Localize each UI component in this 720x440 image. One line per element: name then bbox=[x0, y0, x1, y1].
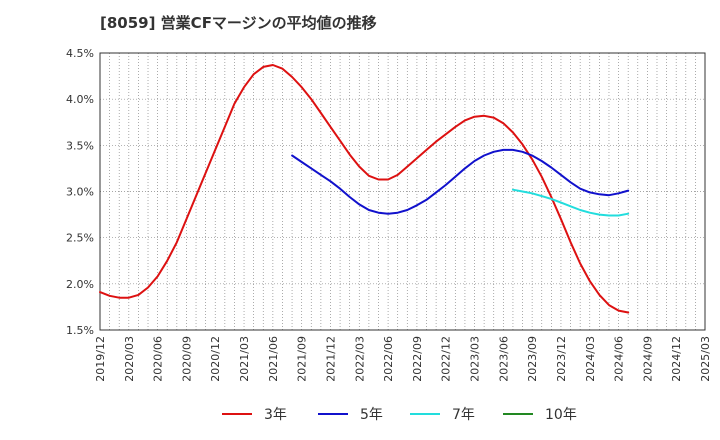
x-tick-label: 2020/03 bbox=[123, 336, 136, 382]
x-tick-label: 2021/12 bbox=[324, 336, 337, 382]
x-tick-label: 2024/09 bbox=[641, 336, 654, 382]
legend-label: 5年 bbox=[360, 407, 383, 423]
series-line-7年 bbox=[511, 188, 630, 217]
y-tick-label: 3.5% bbox=[66, 139, 94, 152]
series-lines bbox=[99, 64, 630, 314]
x-tick-label: 2023/09 bbox=[526, 336, 539, 382]
x-tick-label: 2021/03 bbox=[238, 336, 251, 382]
legend-label: 10年 bbox=[545, 407, 577, 423]
y-axis-ticks: 4.5% 4.0% 3.5% 3.0% 2.5% 2.0% 1.5% bbox=[66, 47, 94, 337]
plot-frame bbox=[99, 52, 706, 331]
x-tick-label: 2023/12 bbox=[555, 336, 568, 382]
y-tick-label: 4.0% bbox=[66, 93, 94, 106]
x-tick-label: 2020/12 bbox=[209, 336, 222, 382]
chart-title: [8059] 営業CFマージンの平均値の推移 bbox=[100, 14, 377, 32]
x-tick-label: 2022/06 bbox=[382, 336, 395, 382]
series-line-5年 bbox=[291, 148, 630, 215]
y-tick-label: 1.5% bbox=[66, 324, 94, 337]
x-tick-label: 2021/09 bbox=[296, 336, 309, 382]
x-tick-label: 2020/06 bbox=[152, 336, 165, 382]
x-tick-label: 2022/12 bbox=[440, 336, 453, 382]
legend: 3年 5年 7年 10年 bbox=[222, 407, 577, 423]
y-tick-label: 3.0% bbox=[66, 186, 94, 199]
x-tick-label: 2020/09 bbox=[180, 336, 193, 382]
grid bbox=[100, 53, 705, 330]
x-tick-label: 2024/06 bbox=[613, 336, 626, 382]
x-tick-label: 2021/06 bbox=[267, 336, 280, 382]
x-tick-label: 2025/03 bbox=[699, 336, 712, 382]
legend-label: 3年 bbox=[264, 407, 287, 423]
x-tick-label: 2022/03 bbox=[353, 336, 366, 382]
y-tick-label: 4.5% bbox=[66, 47, 94, 60]
y-tick-label: 2.0% bbox=[66, 278, 94, 291]
x-tick-label: 2024/12 bbox=[670, 336, 683, 382]
x-tick-label: 2019/12 bbox=[94, 336, 107, 382]
x-tick-label: 2022/09 bbox=[411, 336, 424, 382]
y-tick-label: 2.5% bbox=[66, 232, 94, 245]
x-tick-label: 2023/03 bbox=[469, 336, 482, 382]
x-tick-label: 2024/03 bbox=[584, 336, 597, 382]
x-tick-label: 2023/06 bbox=[497, 336, 510, 382]
legend-label: 7年 bbox=[452, 407, 475, 423]
series-line-3年 bbox=[99, 64, 630, 314]
x-axis-ticks: 2019/12 2020/03 2020/06 2020/09 2020/12 2021/… bbox=[94, 336, 712, 382]
